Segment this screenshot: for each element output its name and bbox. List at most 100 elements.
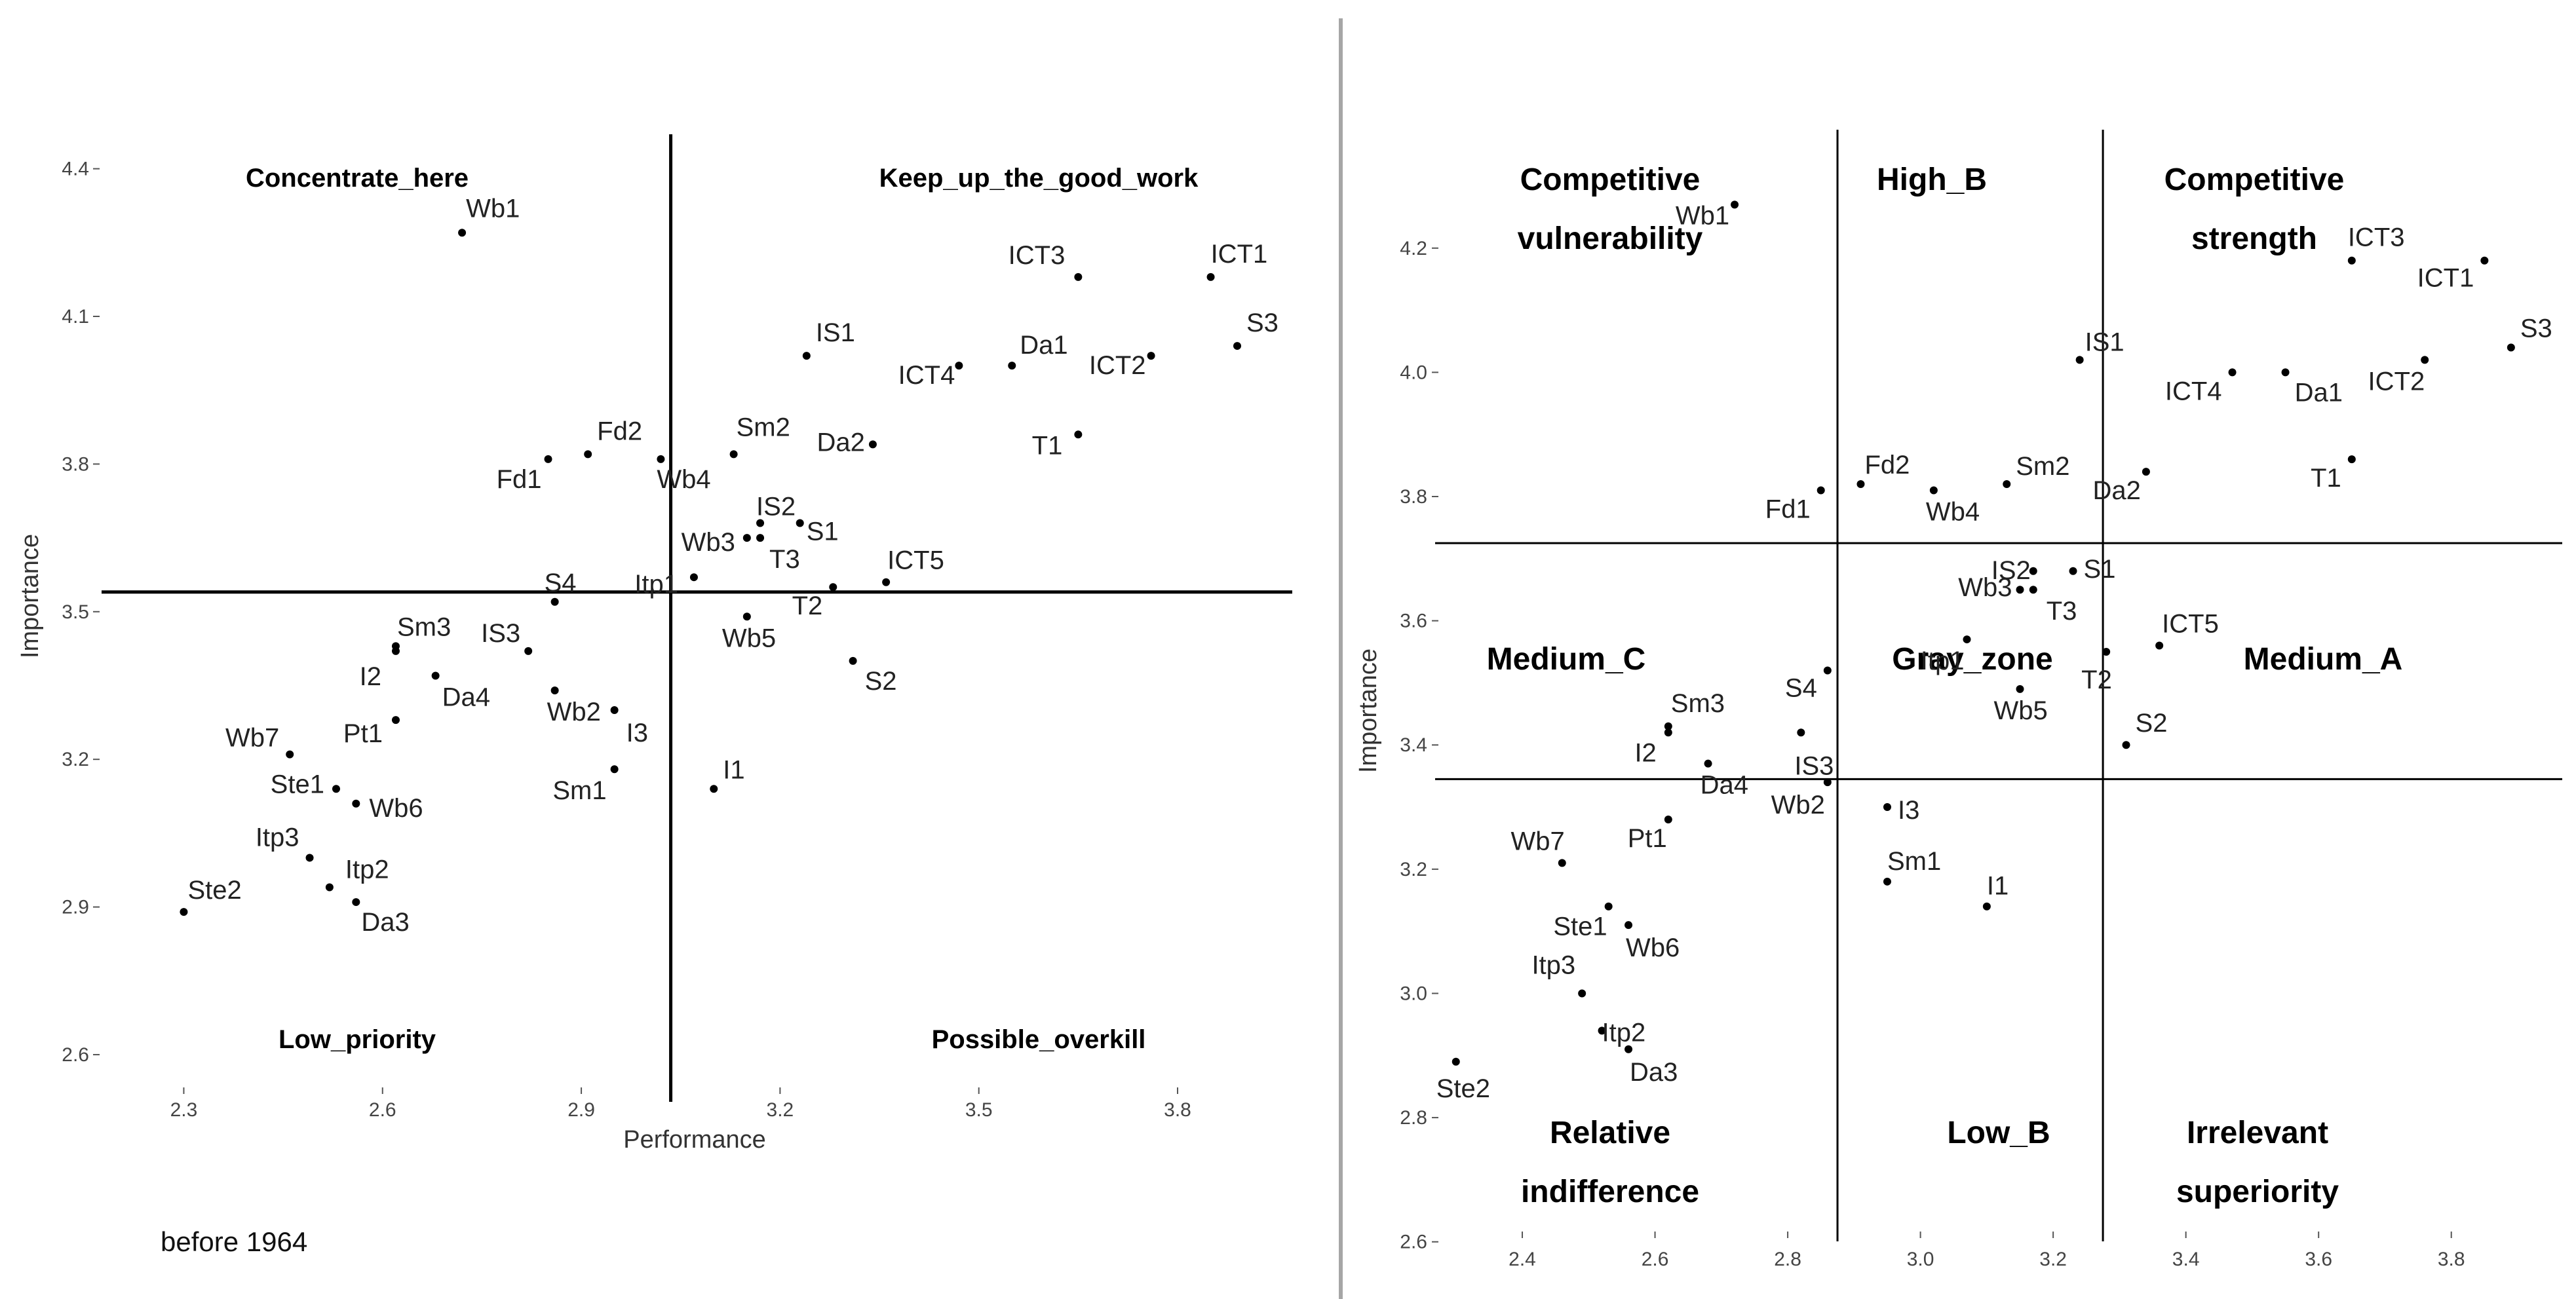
point-sm1 xyxy=(1883,877,1891,886)
point-wb5 xyxy=(2016,685,2024,693)
point-label-ict1: ICT1 xyxy=(1211,240,1268,269)
point-label-is2: IS2 xyxy=(756,493,796,521)
point-label-fd1: Fd1 xyxy=(497,465,542,494)
y-axis-ticks: 2.6 2.9 3.2 3.5 3.8 4.1 4.4 xyxy=(62,159,100,1066)
x-axis-title: Performance xyxy=(623,1126,766,1154)
point-s1 xyxy=(2069,567,2077,575)
point-i1 xyxy=(710,785,718,793)
point-wb4 xyxy=(1929,486,1938,495)
quadrant-label-line: Low_B xyxy=(1947,1116,2050,1150)
point-i2 xyxy=(1664,728,1672,737)
point-label-ste2: Ste2 xyxy=(187,876,241,905)
quadrant-label-line: Gray_zone xyxy=(1892,642,2052,677)
point-wb1 xyxy=(1731,200,1739,209)
point-label-wb1: Wb1 xyxy=(466,194,520,223)
y-axis-title: Importance xyxy=(16,534,44,658)
point-label-ict4: ICT4 xyxy=(898,361,955,390)
point-s3 xyxy=(2507,343,2515,352)
point-is1 xyxy=(2075,356,2084,364)
y-axis-ticks: 2.6 2.8 3.0 3.2 3.4 3.6 3.8 4.0 4.2 xyxy=(1400,238,1438,1253)
y-tick-label: 3.6 xyxy=(1400,611,1427,632)
point-label-i1: I1 xyxy=(1987,872,2009,901)
point-label-da1: Da1 xyxy=(2295,378,2343,407)
point-label-is3: IS3 xyxy=(1794,751,1834,780)
point-s4 xyxy=(1823,666,1832,675)
y-tick-label: 4.2 xyxy=(1400,238,1427,259)
y-tick-label: 2.8 xyxy=(1400,1107,1427,1129)
point-ste1 xyxy=(1604,902,1613,911)
point-i1 xyxy=(1982,902,1991,911)
point-i3 xyxy=(610,706,619,715)
point-label-sm3: Sm3 xyxy=(397,612,451,641)
point-label-pt1: Pt1 xyxy=(1628,824,1667,853)
quadrant-label-middle-right: Medium_A xyxy=(2244,642,2403,677)
point-label-s4: S4 xyxy=(1785,673,1817,702)
point-t3 xyxy=(2029,586,2037,594)
quadrant-label-bottom-left: Low_priority xyxy=(279,1025,436,1054)
point-fd1 xyxy=(544,455,552,463)
right-ipa-chart: 2.6 2.8 3.0 3.2 3.4 3.6 3.8 4.0 4.2 2.4 2.6 2.8 3.0 3… xyxy=(1355,130,2562,1270)
quadrant-label-line: Medium_C xyxy=(1487,642,1646,677)
point-label-sm2: Sm2 xyxy=(2016,452,2069,481)
point-label-da2: Da2 xyxy=(817,428,865,457)
point-label-wb5: Wb5 xyxy=(1994,696,2048,725)
point-label-da1: Da1 xyxy=(1020,331,1067,360)
point-ict2 xyxy=(1147,352,1155,360)
point-label-ict5: ICT5 xyxy=(887,546,944,575)
quadrant-label-top-right: Keep_up_the_good_work xyxy=(879,164,1199,193)
y-tick-label: 3.8 xyxy=(62,453,89,475)
point-wb4 xyxy=(657,455,665,463)
point-ict3 xyxy=(1074,273,1083,281)
point-label-sm3: Sm3 xyxy=(1671,689,1725,718)
point-itp2 xyxy=(325,883,334,892)
point-da3 xyxy=(352,898,360,907)
point-label-ict5: ICT5 xyxy=(2162,610,2219,639)
point-label-s4: S4 xyxy=(545,569,577,597)
y-tick-label: 4.4 xyxy=(62,159,89,180)
point-label-itp2: Itp2 xyxy=(345,856,389,884)
quadrant-label-bottom-left: Relative indifference xyxy=(1521,1116,1699,1209)
point-ict2 xyxy=(2421,356,2429,364)
point-pt1 xyxy=(391,716,400,725)
point-s1 xyxy=(796,519,804,527)
x-axis-ticks: 2.3 2.6 2.9 3.2 3.5 3.8 xyxy=(170,1087,1191,1121)
quadrant-label-middle-left: Medium_C xyxy=(1487,642,1646,677)
point-ste2 xyxy=(180,908,188,916)
quadrant-label-line: Competitive xyxy=(2164,162,2345,197)
point-label-t1: T1 xyxy=(1032,431,1063,460)
y-tick-label: 2.6 xyxy=(62,1044,89,1066)
quadrant-label-line: Irrelevant xyxy=(2187,1116,2328,1150)
x-tick-label: 3.8 xyxy=(2438,1249,2465,1270)
point-label-wb1: Wb1 xyxy=(1676,201,1729,230)
point-wb3 xyxy=(2016,586,2024,594)
point-da2 xyxy=(868,440,877,449)
quadrant-label-line: Relative xyxy=(1550,1116,1670,1150)
x-tick-label: 3.6 xyxy=(2305,1249,2332,1270)
y-tick-label: 4.0 xyxy=(1400,362,1427,383)
point-label-da2: Da2 xyxy=(2093,476,2141,505)
point-sm1 xyxy=(610,765,619,774)
point-label-ict1: ICT1 xyxy=(2417,264,2474,293)
point-label-wb6: Wb6 xyxy=(369,794,423,823)
point-label-wb5: Wb5 xyxy=(722,624,776,652)
point-s4 xyxy=(550,597,559,606)
point-i2 xyxy=(391,647,400,655)
quadrant-label-line: indifference xyxy=(1521,1175,1699,1209)
point-label-is3: IS3 xyxy=(481,619,520,648)
y-tick-label: 3.8 xyxy=(1400,486,1427,508)
point-pt1 xyxy=(1664,816,1672,824)
x-tick-label: 2.4 xyxy=(1509,1249,1536,1270)
point-label-ict2: ICT2 xyxy=(2368,367,2425,396)
point-wb7 xyxy=(1558,859,1566,867)
point-ict1 xyxy=(1206,273,1215,281)
point-label-s1: S1 xyxy=(2084,555,2116,584)
point-label-fd2: Fd2 xyxy=(597,417,642,445)
point-wb6 xyxy=(352,799,360,808)
point-label-s2: S2 xyxy=(2136,709,2168,738)
x-tick-label: 2.8 xyxy=(1774,1249,1801,1270)
point-label-i2: I2 xyxy=(360,662,381,691)
y-tick-label: 2.9 xyxy=(62,897,89,918)
quadrant-label-line: vulnerability xyxy=(1518,221,1703,256)
point-t2 xyxy=(829,583,837,592)
